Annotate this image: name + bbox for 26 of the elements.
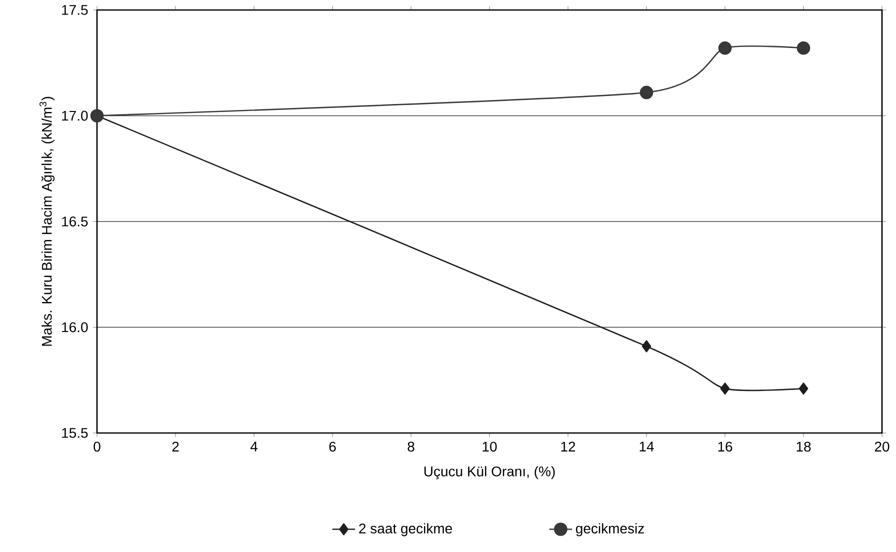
- legend-label: gecikmesiz: [576, 523, 644, 536]
- x-tick-label: 2: [172, 442, 179, 452]
- y-tick-label: 16.5: [62, 216, 88, 226]
- x-tick-label: 20: [874, 442, 890, 452]
- point: [796, 41, 810, 55]
- x-axis-title: Uçucu Kül Oranı, (%): [424, 466, 555, 480]
- x-tick-label: 8: [408, 442, 414, 452]
- point: [720, 382, 730, 395]
- x-tick-label: 6: [329, 442, 336, 452]
- x-tick-label: 10: [482, 442, 497, 452]
- x-tick-label: 16: [718, 442, 732, 452]
- y-tick-label: 17.0: [62, 110, 88, 121]
- legend-label: 2 saat gecikme: [359, 523, 452, 536]
- x-tick-label: 0: [94, 442, 100, 452]
- point: [642, 340, 652, 352]
- x-tick-label: 4: [250, 442, 258, 452]
- x-tick-label: 14: [640, 442, 654, 452]
- x-tick-label: 18: [796, 442, 811, 452]
- y-tick-label: 17.5: [62, 5, 88, 15]
- point: [640, 86, 654, 100]
- y-axis-title: Maks. Kuru Birim Hacim Ağırlık, (kN/m$^{3}$): [40, 96, 55, 346]
- point: [798, 382, 808, 395]
- y-tick-label: 16.0: [62, 322, 88, 332]
- point: [718, 41, 732, 55]
- x-tick-label: 12: [561, 442, 576, 452]
- y-tick-label: 15.5: [62, 428, 88, 438]
